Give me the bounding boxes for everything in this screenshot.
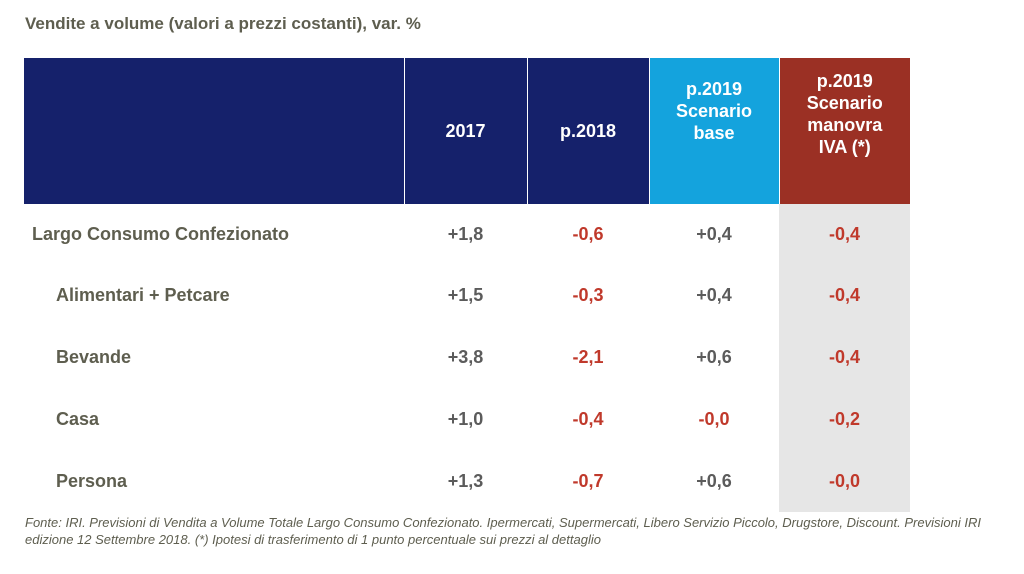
- cell-p2019-iva: -0,4: [779, 204, 910, 264]
- header-iva-line3: manovra: [807, 115, 883, 135]
- cell-p2019-iva: -0,4: [779, 326, 910, 388]
- table-header-row: 2017 p.2018 p.2019 Scenario base p.2019 …: [24, 58, 910, 204]
- table-row: Persona +1,3 -0,7 +0,6 -0,0: [24, 450, 910, 512]
- cell-p2018: -2,1: [572, 346, 604, 367]
- sales-table-container: 2017 p.2018 p.2019 Scenario base p.2019 …: [24, 58, 910, 512]
- cell-p2018: -0,7: [572, 470, 604, 491]
- header-p2019-base: p.2019 Scenario base: [649, 58, 780, 204]
- cell-2017: +1,5: [447, 284, 484, 305]
- cell-p2019-base: +0,4: [696, 223, 732, 244]
- row-label: Persona: [56, 470, 128, 491]
- cell-p2019-iva: -0,0: [779, 450, 910, 512]
- header-iva-line4: IVA (*): [818, 137, 871, 157]
- cell-p2018: -0,4: [572, 408, 604, 429]
- row-label: Casa: [56, 408, 100, 429]
- cell-2017: +1,8: [447, 223, 484, 244]
- cell-p2018: -0,3: [572, 284, 604, 305]
- cell-p2019-base: +0,4: [696, 284, 732, 305]
- cell-p2019-iva: -0,2: [779, 388, 910, 450]
- sales-table: 2017 p.2018 p.2019 Scenario base p.2019 …: [24, 58, 910, 512]
- cell-p2018: -0,6: [572, 223, 604, 244]
- row-label: Largo Consumo Confezionato: [32, 223, 289, 244]
- header-iva-line2: Scenario: [806, 93, 883, 113]
- table-row: Casa +1,0 -0,4 -0,0 -0,2: [24, 388, 910, 450]
- header-iva-line1: p.2019: [816, 71, 873, 91]
- header-p2018: p.2018: [527, 58, 650, 204]
- cell-2017: +1,0: [447, 408, 484, 429]
- header-p2019-iva: p.2019 Scenario manovra IVA (*): [779, 58, 910, 204]
- cell-p2019-base: -0,0: [698, 408, 730, 429]
- row-label: Alimentari + Petcare: [56, 284, 230, 305]
- table-row: Largo Consumo Confezionato +1,8 -0,6 +0,…: [24, 204, 910, 264]
- header-base-line2: Scenario: [675, 101, 753, 121]
- header-label-cell: [24, 58, 405, 204]
- cell-2017: +1,3: [447, 470, 484, 491]
- table-row: Bevande +3,8 -2,1 +0,6 -0,4: [24, 326, 910, 388]
- page-title: Vendite a volume (valori a prezzi costan…: [25, 14, 421, 33]
- header-2017: 2017: [404, 58, 528, 204]
- header-base-line3: base: [693, 123, 735, 143]
- source-footnote: Fonte: IRI. Previsioni di Vendita a Volu…: [25, 515, 981, 547]
- cell-p2019-base: +0,6: [696, 470, 732, 491]
- row-label: Bevande: [56, 346, 132, 367]
- cell-2017: +3,8: [447, 346, 484, 367]
- header-base-line1: p.2019: [685, 79, 743, 99]
- table-row: Alimentari + Petcare +1,5 -0,3 +0,4 -0,4: [24, 264, 910, 326]
- cell-p2019-base: +0,6: [696, 346, 732, 367]
- cell-p2019-iva: -0,4: [779, 264, 910, 326]
